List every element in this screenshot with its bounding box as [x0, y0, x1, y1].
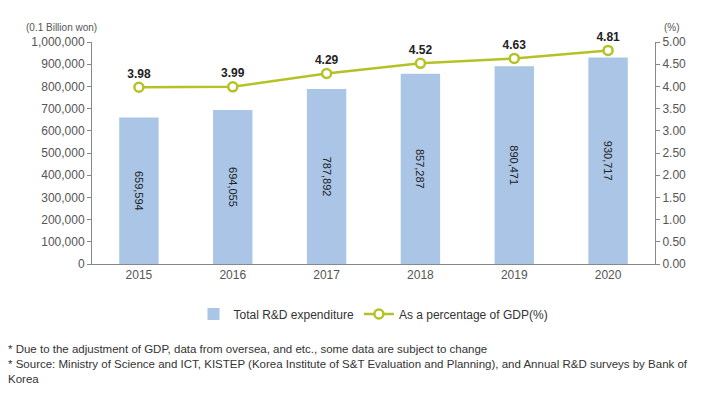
svg-text:3.98: 3.98 [127, 67, 151, 81]
svg-text:694,055: 694,055 [227, 167, 239, 207]
svg-text:3.50: 3.50 [662, 102, 686, 116]
svg-text:0: 0 [78, 257, 85, 271]
svg-text:1.50: 1.50 [662, 191, 686, 205]
svg-text:500,000: 500,000 [41, 146, 85, 160]
svg-text:3.00: 3.00 [662, 124, 686, 138]
svg-text:2018: 2018 [407, 268, 434, 282]
svg-text:400,000: 400,000 [41, 168, 85, 182]
svg-text:0.50: 0.50 [662, 235, 686, 249]
svg-text:2.00: 2.00 [662, 168, 686, 182]
svg-text:4.50: 4.50 [662, 57, 686, 71]
svg-text:930,717: 930,717 [602, 141, 614, 181]
svg-text:4.29: 4.29 [315, 53, 339, 67]
svg-text:5.00: 5.00 [662, 35, 686, 49]
svg-text:900,000: 900,000 [41, 57, 85, 71]
svg-text:0.00: 0.00 [662, 257, 686, 271]
svg-text:2019: 2019 [501, 268, 528, 282]
svg-text:2020: 2020 [595, 268, 622, 282]
svg-text:659,594: 659,594 [133, 171, 145, 211]
svg-text:4.81: 4.81 [596, 30, 620, 44]
svg-text:787,892: 787,892 [321, 157, 333, 197]
svg-text:4.63: 4.63 [503, 38, 527, 52]
svg-text:857,287: 857,287 [414, 149, 426, 189]
svg-text:Total R&D expenditure: Total R&D expenditure [234, 308, 354, 322]
svg-text:600,000: 600,000 [41, 124, 85, 138]
svg-text:1.00: 1.00 [662, 213, 686, 227]
svg-text:890,471: 890,471 [508, 145, 520, 185]
svg-text:2.50: 2.50 [662, 146, 686, 160]
svg-text:(0.1 Billion won): (0.1 Billion won) [26, 22, 97, 33]
svg-text:300,000: 300,000 [41, 191, 85, 205]
svg-text:2017: 2017 [313, 268, 340, 282]
svg-text:3.99: 3.99 [221, 66, 245, 80]
html-text:* Source: Ministry of Science: * Source: Ministry of Science and ICT, K… [8, 358, 688, 385]
svg-text:100,000: 100,000 [41, 235, 85, 249]
svg-text:800,000: 800,000 [41, 80, 85, 94]
html-text:* Due to the adjustment of GDP: * Due to the adjustment of GDP, data fro… [8, 343, 488, 355]
svg-text:1,000,000: 1,000,000 [31, 35, 85, 49]
svg-text:700,000: 700,000 [41, 102, 85, 116]
svg-text:4.52: 4.52 [409, 43, 433, 57]
svg-text:4.00: 4.00 [662, 80, 686, 94]
svg-text:2015: 2015 [126, 268, 153, 282]
svg-text:As a percentage of GDP(%): As a percentage of GDP(%) [399, 308, 548, 322]
svg-text:(%): (%) [664, 22, 680, 33]
svg-text:200,000: 200,000 [41, 213, 85, 227]
svg-text:2016: 2016 [219, 268, 246, 282]
